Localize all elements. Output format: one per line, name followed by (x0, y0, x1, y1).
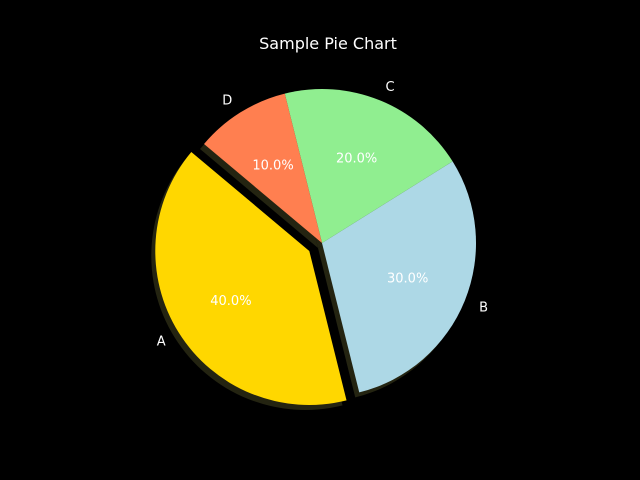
slice-layer (155, 89, 477, 405)
label-layer: 40.0% A 30.0% B 20.0% C 10.0% D (157, 80, 488, 350)
chart-title: Sample Pie Chart (259, 34, 397, 53)
percent-label-c: 20.0% (336, 151, 377, 166)
category-label-a: A (157, 335, 166, 350)
slice-a (155, 151, 347, 405)
percent-label-d: 10.0% (252, 159, 293, 174)
category-label-c: C (385, 80, 394, 95)
percent-label-a: 40.0% (210, 294, 251, 309)
slice-d (204, 93, 322, 243)
category-label-d: D (222, 93, 232, 108)
slice-c (284, 89, 453, 244)
percent-label-b: 30.0% (387, 272, 428, 287)
category-label-b: B (479, 300, 488, 315)
slice-b (322, 161, 477, 393)
